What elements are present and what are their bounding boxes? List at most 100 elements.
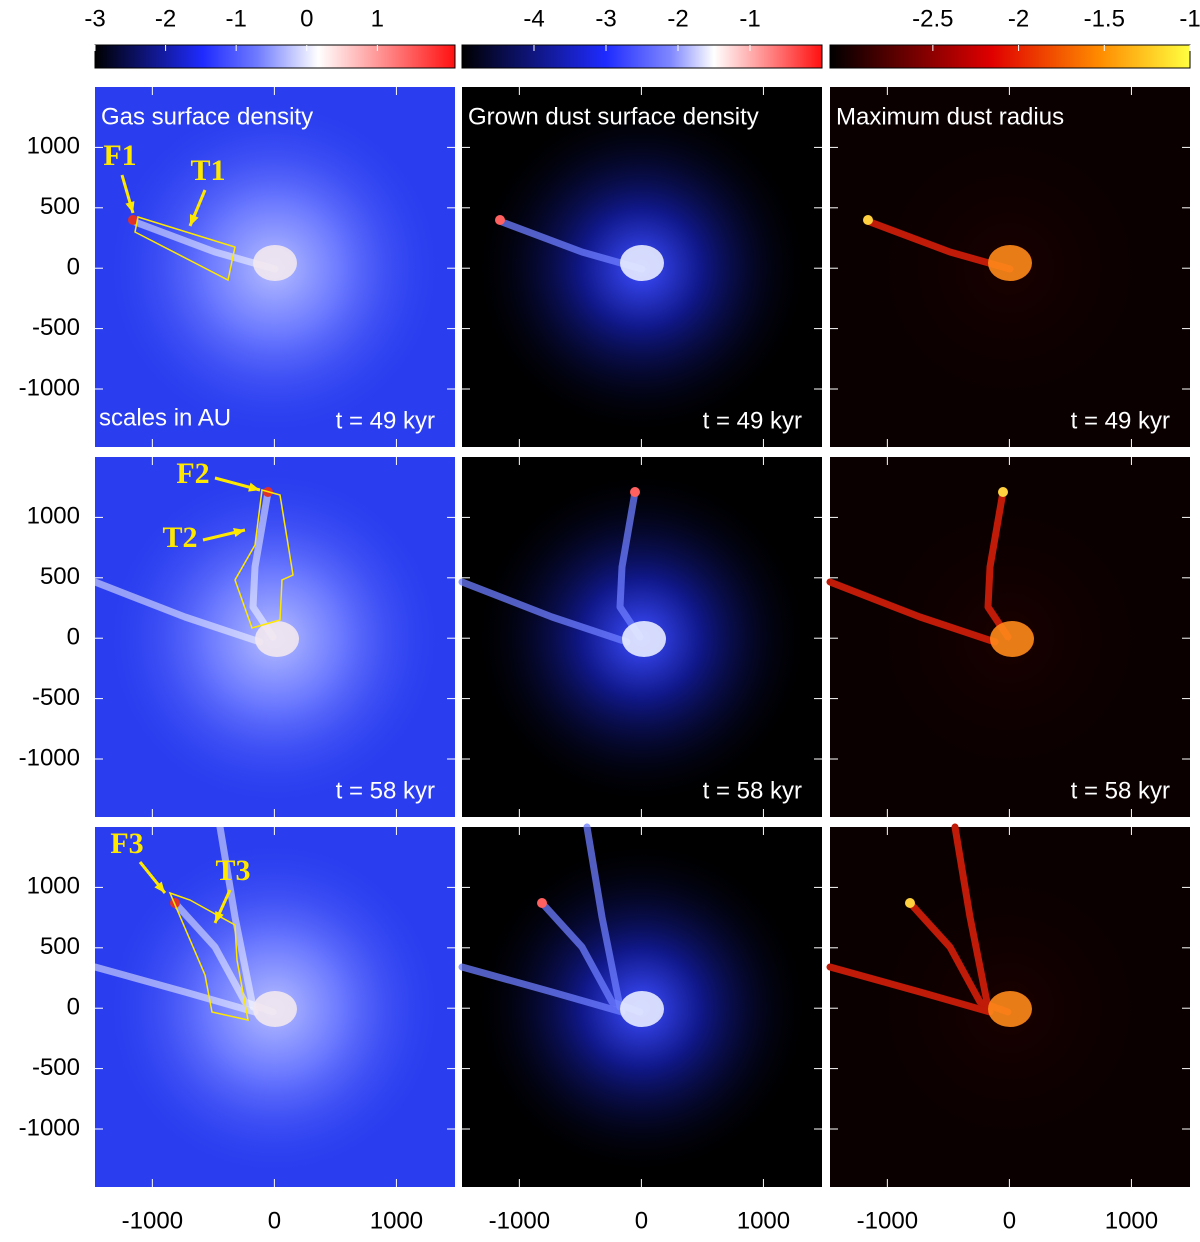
time-label: t = 58 kyr: [1071, 777, 1170, 804]
filament: [458, 578, 631, 646]
x-tick-label: 1000: [370, 1207, 423, 1234]
y-tick-label: -1000: [19, 1114, 80, 1141]
x-tick-label: 0: [635, 1207, 648, 1234]
time-label: t = 49 kyr: [336, 407, 435, 434]
y-tick-label: 1000: [27, 503, 80, 530]
time-label: t = 49 kyr: [703, 407, 802, 434]
x-tick-label: -1000: [122, 1207, 183, 1234]
annotation: T1: [190, 154, 225, 187]
colorbar-tick-label: -1.5: [1084, 5, 1125, 32]
panel: [826, 457, 1190, 817]
panel: [458, 457, 822, 817]
fragment: [998, 487, 1008, 497]
colorbar: [94, 44, 456, 69]
y-tick-label: 500: [40, 563, 80, 590]
y-tick-label: 0: [67, 254, 80, 281]
y-tick-label: 500: [40, 193, 80, 220]
colorbar-tick-label: -2: [667, 5, 688, 32]
x-tick-label: 1000: [737, 1207, 790, 1234]
core: [988, 245, 1032, 281]
annotation: F3: [110, 827, 143, 860]
colorbar-tick-label: -2: [1008, 5, 1029, 32]
panel: [458, 823, 822, 1187]
core: [622, 621, 666, 657]
core: [988, 991, 1032, 1027]
y-tick-label: -1000: [19, 374, 80, 401]
panel: [462, 87, 822, 447]
panel: [91, 823, 455, 1187]
colorbar-tick-label: -4: [523, 5, 544, 32]
region-outline: [134, 216, 236, 282]
y-tick-label: -1000: [19, 744, 80, 771]
colorbar-tick-label: -3: [595, 5, 616, 32]
y-tick-label: 0: [67, 624, 80, 651]
filament: [984, 488, 1012, 641]
colorbar-tick-label: -2: [155, 5, 176, 32]
core: [253, 991, 297, 1027]
y-tick-label: 500: [40, 933, 80, 960]
arrow-head: [189, 214, 199, 226]
core: [990, 621, 1034, 657]
fragment: [905, 898, 915, 908]
panel: [826, 823, 1190, 1187]
arrow-head: [125, 201, 135, 213]
colorbar: [829, 44, 1191, 69]
colorbar-tick-label: 1: [371, 5, 384, 32]
filament: [91, 578, 264, 646]
annotation: F2: [176, 457, 209, 490]
core: [255, 621, 299, 657]
filament: [583, 823, 624, 1011]
filament: [216, 823, 257, 1011]
fragment: [128, 215, 138, 225]
time-label: t = 58 kyr: [336, 777, 435, 804]
panel-title: Grown dust surface density: [468, 103, 759, 130]
panel: [830, 87, 1190, 447]
filament: [91, 963, 259, 1016]
colorbar-tick-label: -2.5: [912, 5, 953, 32]
annotation: T3: [215, 854, 250, 887]
colorbar-tick-label: 0: [300, 5, 313, 32]
filament: [458, 963, 626, 1016]
arrow-head: [248, 482, 260, 492]
colorbar-tick-label: -1: [1179, 5, 1200, 32]
x-tick-label: 0: [1003, 1207, 1016, 1234]
scale-note: scales in AU: [99, 404, 231, 431]
arrow-head: [154, 881, 165, 893]
y-tick-label: 1000: [27, 133, 80, 160]
filament: [616, 488, 644, 641]
x-tick-label: 0: [268, 1207, 281, 1234]
panel: [95, 87, 455, 447]
colorbar-tick-label: -1: [739, 5, 760, 32]
x-tick-label: 1000: [1105, 1207, 1158, 1234]
time-label: t = 49 kyr: [1071, 407, 1170, 434]
colorbar: [461, 44, 823, 69]
core: [620, 245, 664, 281]
annotation: F1: [103, 139, 136, 172]
y-tick-label: 0: [67, 994, 80, 1021]
fragment: [495, 215, 505, 225]
region-outline: [234, 489, 294, 629]
arrow-head: [233, 528, 245, 538]
y-tick-label: -500: [32, 314, 80, 341]
x-tick-label: -1000: [857, 1207, 918, 1234]
filament: [249, 488, 277, 641]
fragment: [537, 898, 547, 908]
y-tick-label: -500: [32, 1054, 80, 1081]
filament: [826, 963, 994, 1016]
region-outline: [168, 891, 249, 1021]
fragment: [630, 487, 640, 497]
panel-title: Maximum dust radius: [836, 103, 1064, 130]
time-label: t = 58 kyr: [703, 777, 802, 804]
colorbar-tick-label: -1: [226, 5, 247, 32]
y-tick-label: -500: [32, 684, 80, 711]
annotation: T2: [162, 521, 197, 554]
colorbar-tick-label: -3: [84, 5, 105, 32]
filament: [826, 578, 999, 646]
x-tick-label: -1000: [489, 1207, 550, 1234]
core: [253, 245, 297, 281]
panel-title: Gas surface density: [101, 103, 313, 130]
filament: [951, 823, 992, 1011]
y-tick-label: 1000: [27, 873, 80, 900]
